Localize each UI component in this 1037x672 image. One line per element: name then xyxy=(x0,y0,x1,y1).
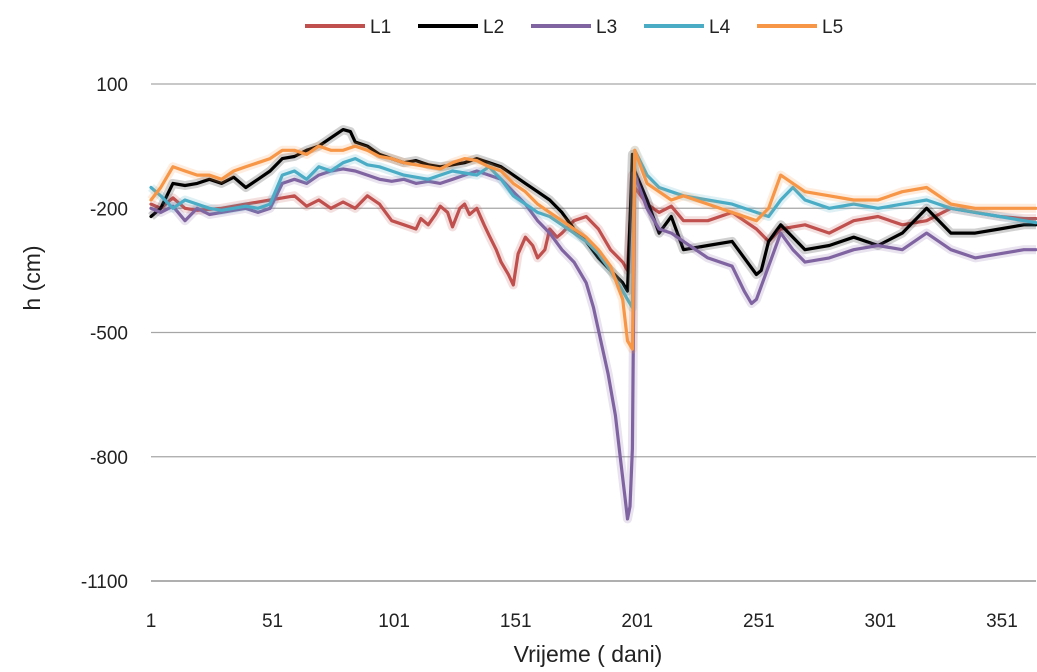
series-line-l5 xyxy=(149,144,1037,351)
y-tick-label: -200 xyxy=(90,199,128,220)
y-tick-label: -500 xyxy=(90,324,128,345)
series-line-l4 xyxy=(149,148,1037,310)
legend-label-l2: L2 xyxy=(483,17,504,38)
y-tick-label: 100 xyxy=(96,75,128,96)
y-axis-title: h (cm) xyxy=(19,245,45,310)
x-tick-label: 201 xyxy=(621,611,653,632)
x-axis-title: Vrijeme ( dani) xyxy=(514,641,663,667)
y-tick-label: -800 xyxy=(90,448,128,469)
x-tick-label: 51 xyxy=(262,611,283,632)
legend-label-l4: L4 xyxy=(709,17,731,38)
legend-label-l1: L1 xyxy=(370,17,391,38)
series-line-l3 xyxy=(149,167,1037,521)
legend-label-l5: L5 xyxy=(822,17,843,38)
gridlines xyxy=(151,83,1036,582)
x-tick-label: 351 xyxy=(986,611,1018,632)
legend: L1 L2 L3 L4 L5 xyxy=(305,17,843,38)
x-tick-label: 251 xyxy=(743,611,775,632)
series-line-l2 xyxy=(149,128,1037,293)
x-tick-label: 1 xyxy=(146,611,157,632)
plot-series xyxy=(147,125,1037,524)
x-tick-label: 101 xyxy=(378,611,410,632)
x-tick-label: 301 xyxy=(865,611,897,632)
x-tick-label: 151 xyxy=(500,611,532,632)
y-tick-labels: 100 -200 -500 -800 -1100 xyxy=(81,75,128,593)
x-tick-labels: 1 51 101 151 201 251 301 351 xyxy=(146,611,1018,632)
legend-label-l3: L3 xyxy=(596,17,617,38)
y-tick-label: -1100 xyxy=(81,572,128,593)
